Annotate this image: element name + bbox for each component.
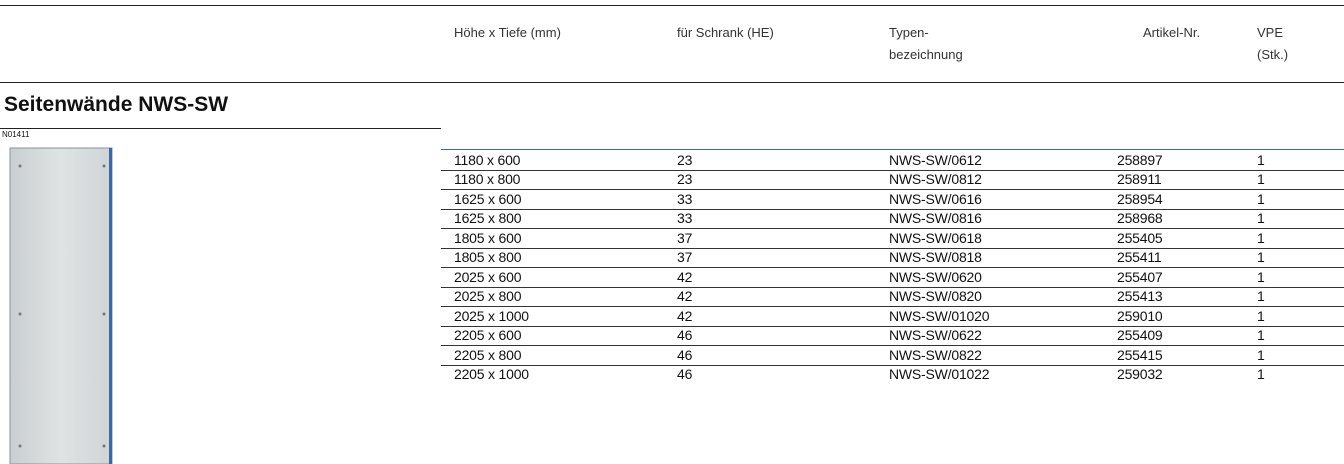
table-cell: 1625 x 800: [454, 209, 521, 228]
table-cell: 1805 x 600: [454, 229, 521, 248]
column-header: Artikel-Nr.: [1143, 22, 1200, 44]
table-cell: NWS-SW/0822: [889, 346, 982, 365]
table-cell: NWS-SW/0620: [889, 268, 982, 287]
table-cell: 1: [1257, 268, 1265, 287]
table-cell: 258911: [1117, 170, 1161, 189]
table-cell: NWS-SW/0612: [889, 151, 982, 170]
table-cell: 42: [677, 307, 692, 326]
table-cell: 2025 x 600: [454, 268, 521, 287]
product-image: [8, 146, 116, 464]
table-cell: NWS-SW/0820: [889, 287, 982, 306]
table-cell: 1180 x 800: [454, 170, 520, 189]
table-cell: 1805 x 800: [454, 248, 521, 267]
table-cell: 2025 x 800: [454, 287, 521, 306]
table-cell: NWS-SW/01020: [889, 307, 989, 326]
rule: [0, 82, 1344, 83]
table-cell: 1: [1257, 151, 1265, 170]
rule: [0, 128, 441, 129]
table-cell: 259010: [1117, 307, 1163, 326]
column-header: Höhe x Tiefe (mm): [454, 22, 561, 44]
table-cell: 1625 x 600: [454, 190, 521, 209]
table-cell: NWS-SW/0616: [889, 190, 982, 209]
table-cell: 37: [677, 229, 692, 248]
table-cell: 46: [677, 346, 692, 365]
table-cell: NWS-SW/0818: [889, 248, 982, 267]
table-cell: 255405: [1117, 229, 1163, 248]
table-cell: 259032: [1117, 365, 1163, 384]
table-cell: 258968: [1117, 209, 1163, 228]
table-cell: NWS-SW/0816: [889, 209, 982, 228]
table-cell: 46: [677, 326, 692, 345]
table-cell: 1: [1257, 190, 1265, 209]
table-cell: 1: [1257, 170, 1265, 189]
section-title: Seitenwände NWS-SW: [4, 93, 228, 117]
table-cell: 2205 x 800: [454, 346, 521, 365]
table-cell: 2205 x 600: [454, 326, 521, 345]
table-cell: 23: [677, 170, 692, 189]
table-cell: 255407: [1117, 268, 1163, 287]
table-cell: NWS-SW/01022: [889, 365, 989, 384]
table-cell: 42: [677, 287, 692, 306]
table-cell: 33: [677, 190, 692, 209]
table-cell: 1: [1257, 248, 1265, 267]
table-cell: NWS-SW/0622: [889, 326, 982, 345]
table-cell: 258954: [1117, 190, 1163, 209]
table-cell: 1: [1257, 229, 1265, 248]
column-header: VPE (Stk.): [1257, 22, 1288, 66]
table-cell: 37: [677, 248, 692, 267]
table-cell: 255411: [1117, 248, 1161, 267]
column-header: für Schrank (HE): [677, 22, 774, 44]
table-cell: 1: [1257, 365, 1265, 384]
table-cell: 1: [1257, 346, 1265, 365]
table-cell: 1180 x 600: [454, 151, 520, 170]
table-cell: 255415: [1117, 346, 1163, 365]
image-code: N01411: [2, 130, 29, 139]
rule: [0, 5, 1344, 6]
table-cell: 255413: [1117, 287, 1163, 306]
table-cell: 1: [1257, 326, 1265, 345]
column-header: Typen- bezeichnung: [889, 22, 963, 66]
table-cell: 42: [677, 268, 692, 287]
table-cell: 46: [677, 365, 692, 384]
table-cell: 1: [1257, 209, 1265, 228]
table-cell: 2205 x 1000: [454, 365, 529, 384]
table-cell: 1: [1257, 287, 1265, 306]
table-cell: NWS-SW/0812: [889, 170, 982, 189]
table-cell: 1: [1257, 307, 1265, 326]
table-cell: 23: [677, 151, 692, 170]
table-cell: 255409: [1117, 326, 1163, 345]
table-cell: 2025 x 1000: [454, 307, 529, 326]
table-cell: 258897: [1117, 151, 1163, 170]
table-cell: NWS-SW/0618: [889, 229, 982, 248]
table-cell: 33: [677, 209, 692, 228]
page: Höhe x Tiefe (mm) für Schrank (HE) Typen…: [0, 0, 1344, 464]
